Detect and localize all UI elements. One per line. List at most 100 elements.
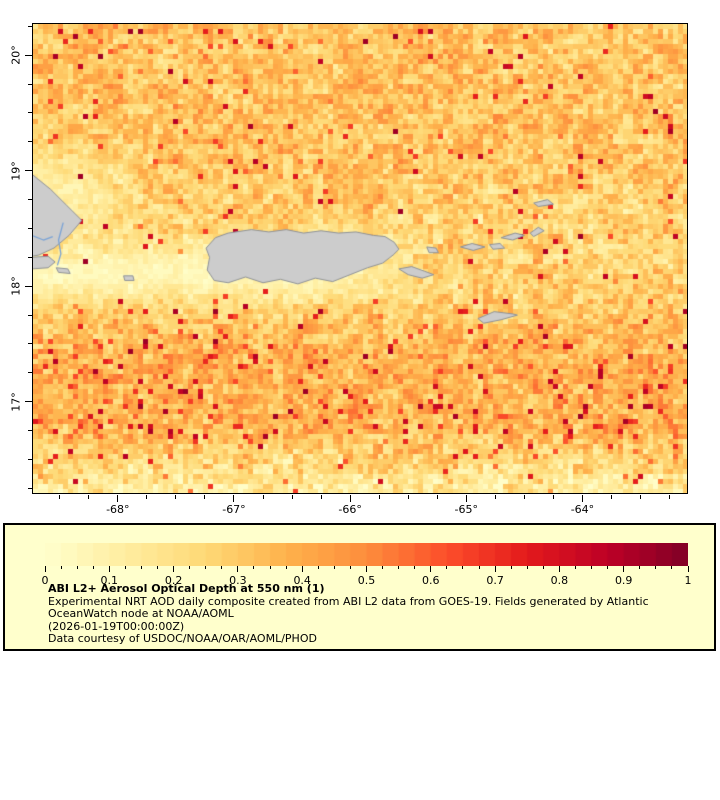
- colorbar-minor-tick: [671, 566, 673, 569]
- colorbar-minor-tick: [414, 566, 416, 569]
- colorbar-tick-label: 0.7: [486, 574, 504, 587]
- y-minor-tick: [27, 343, 32, 345]
- x-minor-tick: [320, 494, 322, 499]
- x-minor-tick: [523, 494, 525, 499]
- colorbar-minor-tick: [333, 566, 335, 569]
- x-major-tick: [117, 494, 119, 502]
- colorbar-tick-label: 1: [684, 574, 692, 587]
- y-minor-tick: [27, 83, 32, 85]
- y-minor-tick: [27, 459, 32, 460]
- colorbar-tick-label: 0.4: [293, 574, 311, 587]
- colorbar-minor-tick: [60, 566, 62, 569]
- colorbar-minor-tick: [526, 566, 528, 569]
- y-minor-tick: [27, 227, 32, 229]
- x-minor-tick: [204, 494, 206, 499]
- y-major-tick: [24, 54, 32, 56]
- colorbar-minor-tick: [285, 566, 287, 569]
- colorbar-minor-tick: [478, 566, 480, 569]
- x-minor-tick: [669, 494, 671, 499]
- x-minor-tick: [175, 494, 177, 499]
- colorbar-minor-tick: [542, 566, 544, 569]
- x-major-tick: [465, 494, 467, 502]
- colorbar-major-tick: [558, 566, 560, 572]
- legend-data-courtesy: Data courtesy of USDOC/NOAA/OAR/AOML/PHO…: [48, 632, 317, 645]
- colorbar-minor-tick: [446, 566, 448, 569]
- y-minor-tick: [27, 256, 32, 258]
- x-minor-tick: [552, 494, 554, 499]
- x-minor-tick: [146, 494, 148, 499]
- y-major-tick: [24, 170, 32, 172]
- colorbar-minor-tick: [157, 566, 159, 569]
- colorbar-minor-tick: [140, 566, 142, 569]
- colorbar-minor-tick: [317, 566, 319, 569]
- x-minor-tick: [291, 494, 293, 499]
- colorbar-minor-tick: [221, 566, 223, 569]
- colorbar-minor-tick: [462, 566, 464, 569]
- colorbar-major-tick: [173, 566, 175, 572]
- x-tick-label: -67°: [222, 503, 246, 516]
- legend-title: ABI L2+ Aerosol Optical Depth at 550 nm …: [48, 582, 325, 595]
- colorbar-minor-tick: [591, 566, 593, 569]
- legend-description-line-1: Experimental NRT AOD daily composite cre…: [48, 594, 649, 608]
- colorbar-major-tick: [301, 566, 303, 572]
- legend-timestamp: (2026-01-19T00:00:00Z): [48, 619, 185, 633]
- colorbar-tick-label: 0.1: [100, 574, 119, 587]
- aod-heatmap-canvas: [32, 23, 687, 493]
- colorbar-minor-tick: [607, 566, 609, 569]
- colorbar-major-tick: [366, 566, 367, 572]
- y-minor-tick: [27, 372, 32, 374]
- colorbar-tick-label: 0.6: [422, 574, 440, 587]
- y-tick-label: 17°: [9, 391, 23, 412]
- colorbar-tick-label: 0.8: [550, 574, 569, 587]
- y-minor-tick: [27, 141, 32, 143]
- y-tick-label: 18°: [9, 276, 23, 296]
- x-tick-label: -65°: [454, 503, 479, 516]
- colorbar-minor-tick: [76, 566, 78, 569]
- y-minor-tick: [27, 199, 32, 201]
- colorbar-minor-tick: [269, 566, 271, 569]
- colorbar-tick-label: 0.9: [614, 574, 633, 587]
- y-major-tick: [24, 401, 32, 403]
- colorbar-major-tick: [44, 566, 46, 572]
- colorbar-major-tick: [237, 566, 239, 572]
- colorbar-tick-label: 0.3: [229, 574, 247, 587]
- colorbar-minor-tick: [655, 566, 657, 569]
- colorbar-tick-label: 0: [41, 574, 49, 587]
- legend-description-line-2: OceanWatch node at NOAA/AOML: [48, 607, 234, 620]
- x-minor-tick: [262, 494, 264, 499]
- x-minor-tick: [494, 494, 496, 499]
- colorbar-minor-tick: [639, 566, 641, 569]
- x-tick-label: -66°: [338, 503, 362, 516]
- y-minor-tick: [27, 314, 32, 316]
- colorbar-minor-tick: [574, 566, 576, 569]
- colorbar-gradient: [45, 543, 688, 566]
- colorbar-minor-tick: [124, 566, 126, 569]
- y-tick-label: 19°: [9, 160, 23, 181]
- colorbar-tick-label: 0.5: [357, 574, 376, 587]
- colorbar-minor-tick: [92, 566, 94, 569]
- y-minor-tick: [27, 487, 32, 489]
- colorbar-major-tick: [623, 566, 625, 572]
- colorbar-minor-tick: [189, 566, 191, 569]
- x-major-tick: [349, 494, 351, 502]
- y-minor-tick: [27, 112, 32, 114]
- x-minor-tick: [88, 494, 90, 499]
- x-minor-tick: [610, 494, 612, 499]
- legend-text-block: ABI L2+ Aerosol Optical Depth at 550 nm …: [48, 582, 649, 646]
- colorbar-minor-tick: [349, 566, 351, 569]
- colorbar-tick-label: 0.2: [164, 574, 183, 587]
- colorbar-major-tick: [687, 566, 689, 572]
- x-minor-tick: [378, 494, 380, 499]
- colorbar-major-tick: [494, 566, 496, 572]
- y-minor-tick: [27, 430, 32, 432]
- colorbar-minor-tick: [205, 566, 207, 569]
- x-major-tick: [233, 494, 235, 502]
- x-major-tick: [581, 494, 583, 502]
- legend-panel: 0 0.1 0.2 0.3 0.4 0.5 0.6 0.7 0.8 0.9 1 ABI L2+ Ae…: [3, 523, 716, 651]
- y-minor-tick: [27, 25, 32, 27]
- y-major-tick: [24, 285, 32, 287]
- x-minor-tick: [436, 494, 438, 499]
- x-minor-tick: [59, 494, 61, 499]
- colorbar-minor-tick: [253, 566, 255, 569]
